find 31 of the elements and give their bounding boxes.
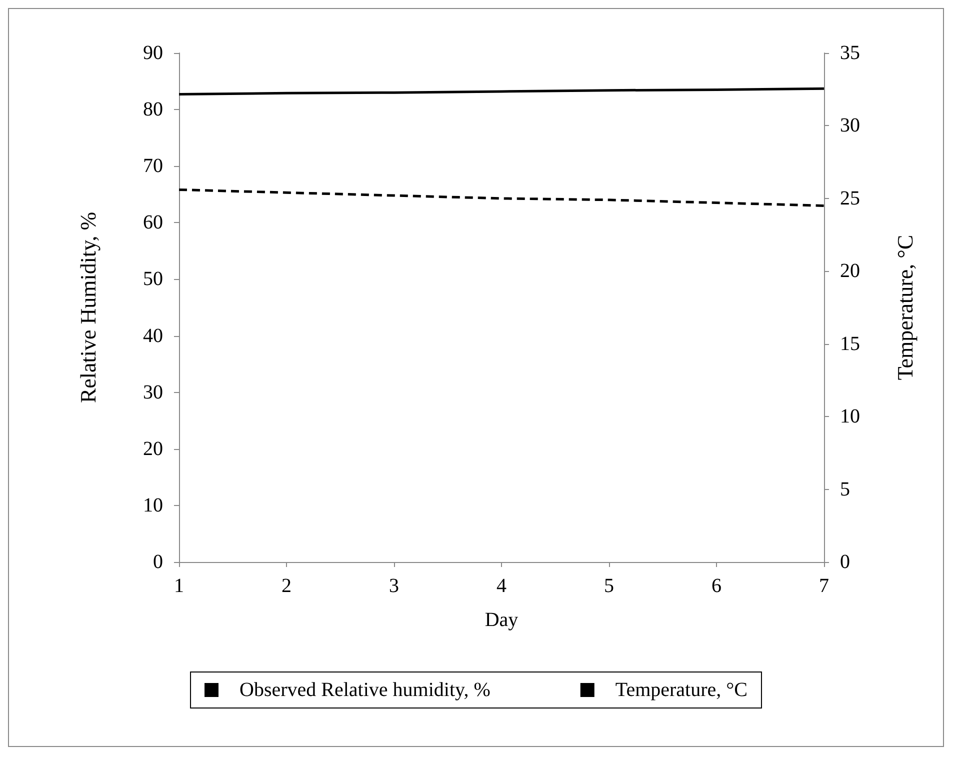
y-axis-title: Relative Humidity, %: [76, 212, 100, 404]
x-tick-label: 5: [604, 575, 614, 597]
x-tick-label: 2: [282, 575, 292, 597]
x-tick-label: 7: [819, 575, 829, 597]
y-tick-label: 20: [143, 438, 163, 460]
y2-tick-label: 25: [840, 187, 860, 210]
y-tick-label: 60: [143, 212, 163, 234]
y2-tick-label: 15: [840, 332, 860, 355]
y-tick-label: 80: [143, 98, 163, 121]
y-tick-label: 40: [143, 324, 163, 347]
y2-tick-label: 0: [840, 551, 850, 573]
x-axis-title: Day: [484, 609, 518, 631]
y-tick-label: 0: [153, 551, 163, 573]
y-tick-label: 10: [143, 494, 163, 516]
y-tick-label: 70: [143, 155, 163, 178]
y2-axis-title: Temperature, °C: [892, 234, 918, 380]
y2-tick-label: 35: [840, 42, 860, 64]
y2-tick-label: 10: [840, 406, 860, 428]
y2-tick-label: 20: [840, 260, 860, 282]
y-tick-label: 50: [143, 268, 163, 290]
x-tick-label: 1: [174, 575, 184, 597]
y2-tick-label: 5: [840, 478, 850, 500]
y-tick-label: 30: [143, 381, 163, 404]
legend-label: Temperature, °C: [615, 679, 748, 701]
y-tick-label: 90: [143, 42, 163, 64]
x-tick-label: 3: [389, 575, 399, 597]
line-series: [178, 188, 826, 207]
legend-label: Observed Relative humidity, %: [240, 679, 490, 701]
x-tick-label: 6: [712, 575, 722, 597]
x-tick-label: 4: [496, 575, 506, 597]
y2-tick-label: 30: [840, 114, 860, 137]
